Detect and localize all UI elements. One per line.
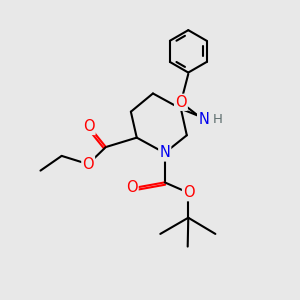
Text: H: H	[213, 113, 223, 126]
Text: O: O	[175, 95, 187, 110]
Text: O: O	[126, 180, 138, 195]
Text: O: O	[83, 119, 94, 134]
Text: O: O	[183, 185, 195, 200]
Text: N: N	[198, 112, 209, 128]
Text: N: N	[159, 146, 170, 160]
Text: O: O	[82, 157, 94, 172]
